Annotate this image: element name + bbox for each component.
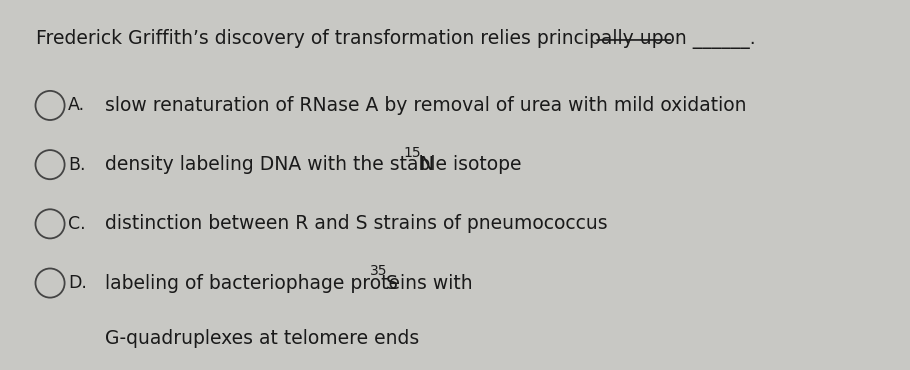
Text: C.: C. <box>68 215 86 233</box>
Text: distinction between R and S strains of pneumococcus: distinction between R and S strains of p… <box>105 214 607 233</box>
Text: G-quadruplexes at telomere ends: G-quadruplexes at telomere ends <box>105 329 419 348</box>
Text: A.: A. <box>68 97 86 114</box>
Text: labeling of bacteriophage proteins with: labeling of bacteriophage proteins with <box>105 273 479 293</box>
Text: B.: B. <box>68 156 86 174</box>
Text: D.: D. <box>68 274 87 292</box>
Text: Frederick Griffith’s discovery of transformation relies principally upon ______.: Frederick Griffith’s discovery of transf… <box>36 29 756 49</box>
Text: density labeling DNA with the stable isotope: density labeling DNA with the stable iso… <box>105 155 527 174</box>
Text: S: S <box>386 273 398 293</box>
Text: 35: 35 <box>370 264 388 278</box>
Text: N: N <box>419 155 433 174</box>
Text: 15: 15 <box>403 146 421 160</box>
Text: slow renaturation of RNase A by removal of urea with mild oxidation: slow renaturation of RNase A by removal … <box>105 96 746 115</box>
